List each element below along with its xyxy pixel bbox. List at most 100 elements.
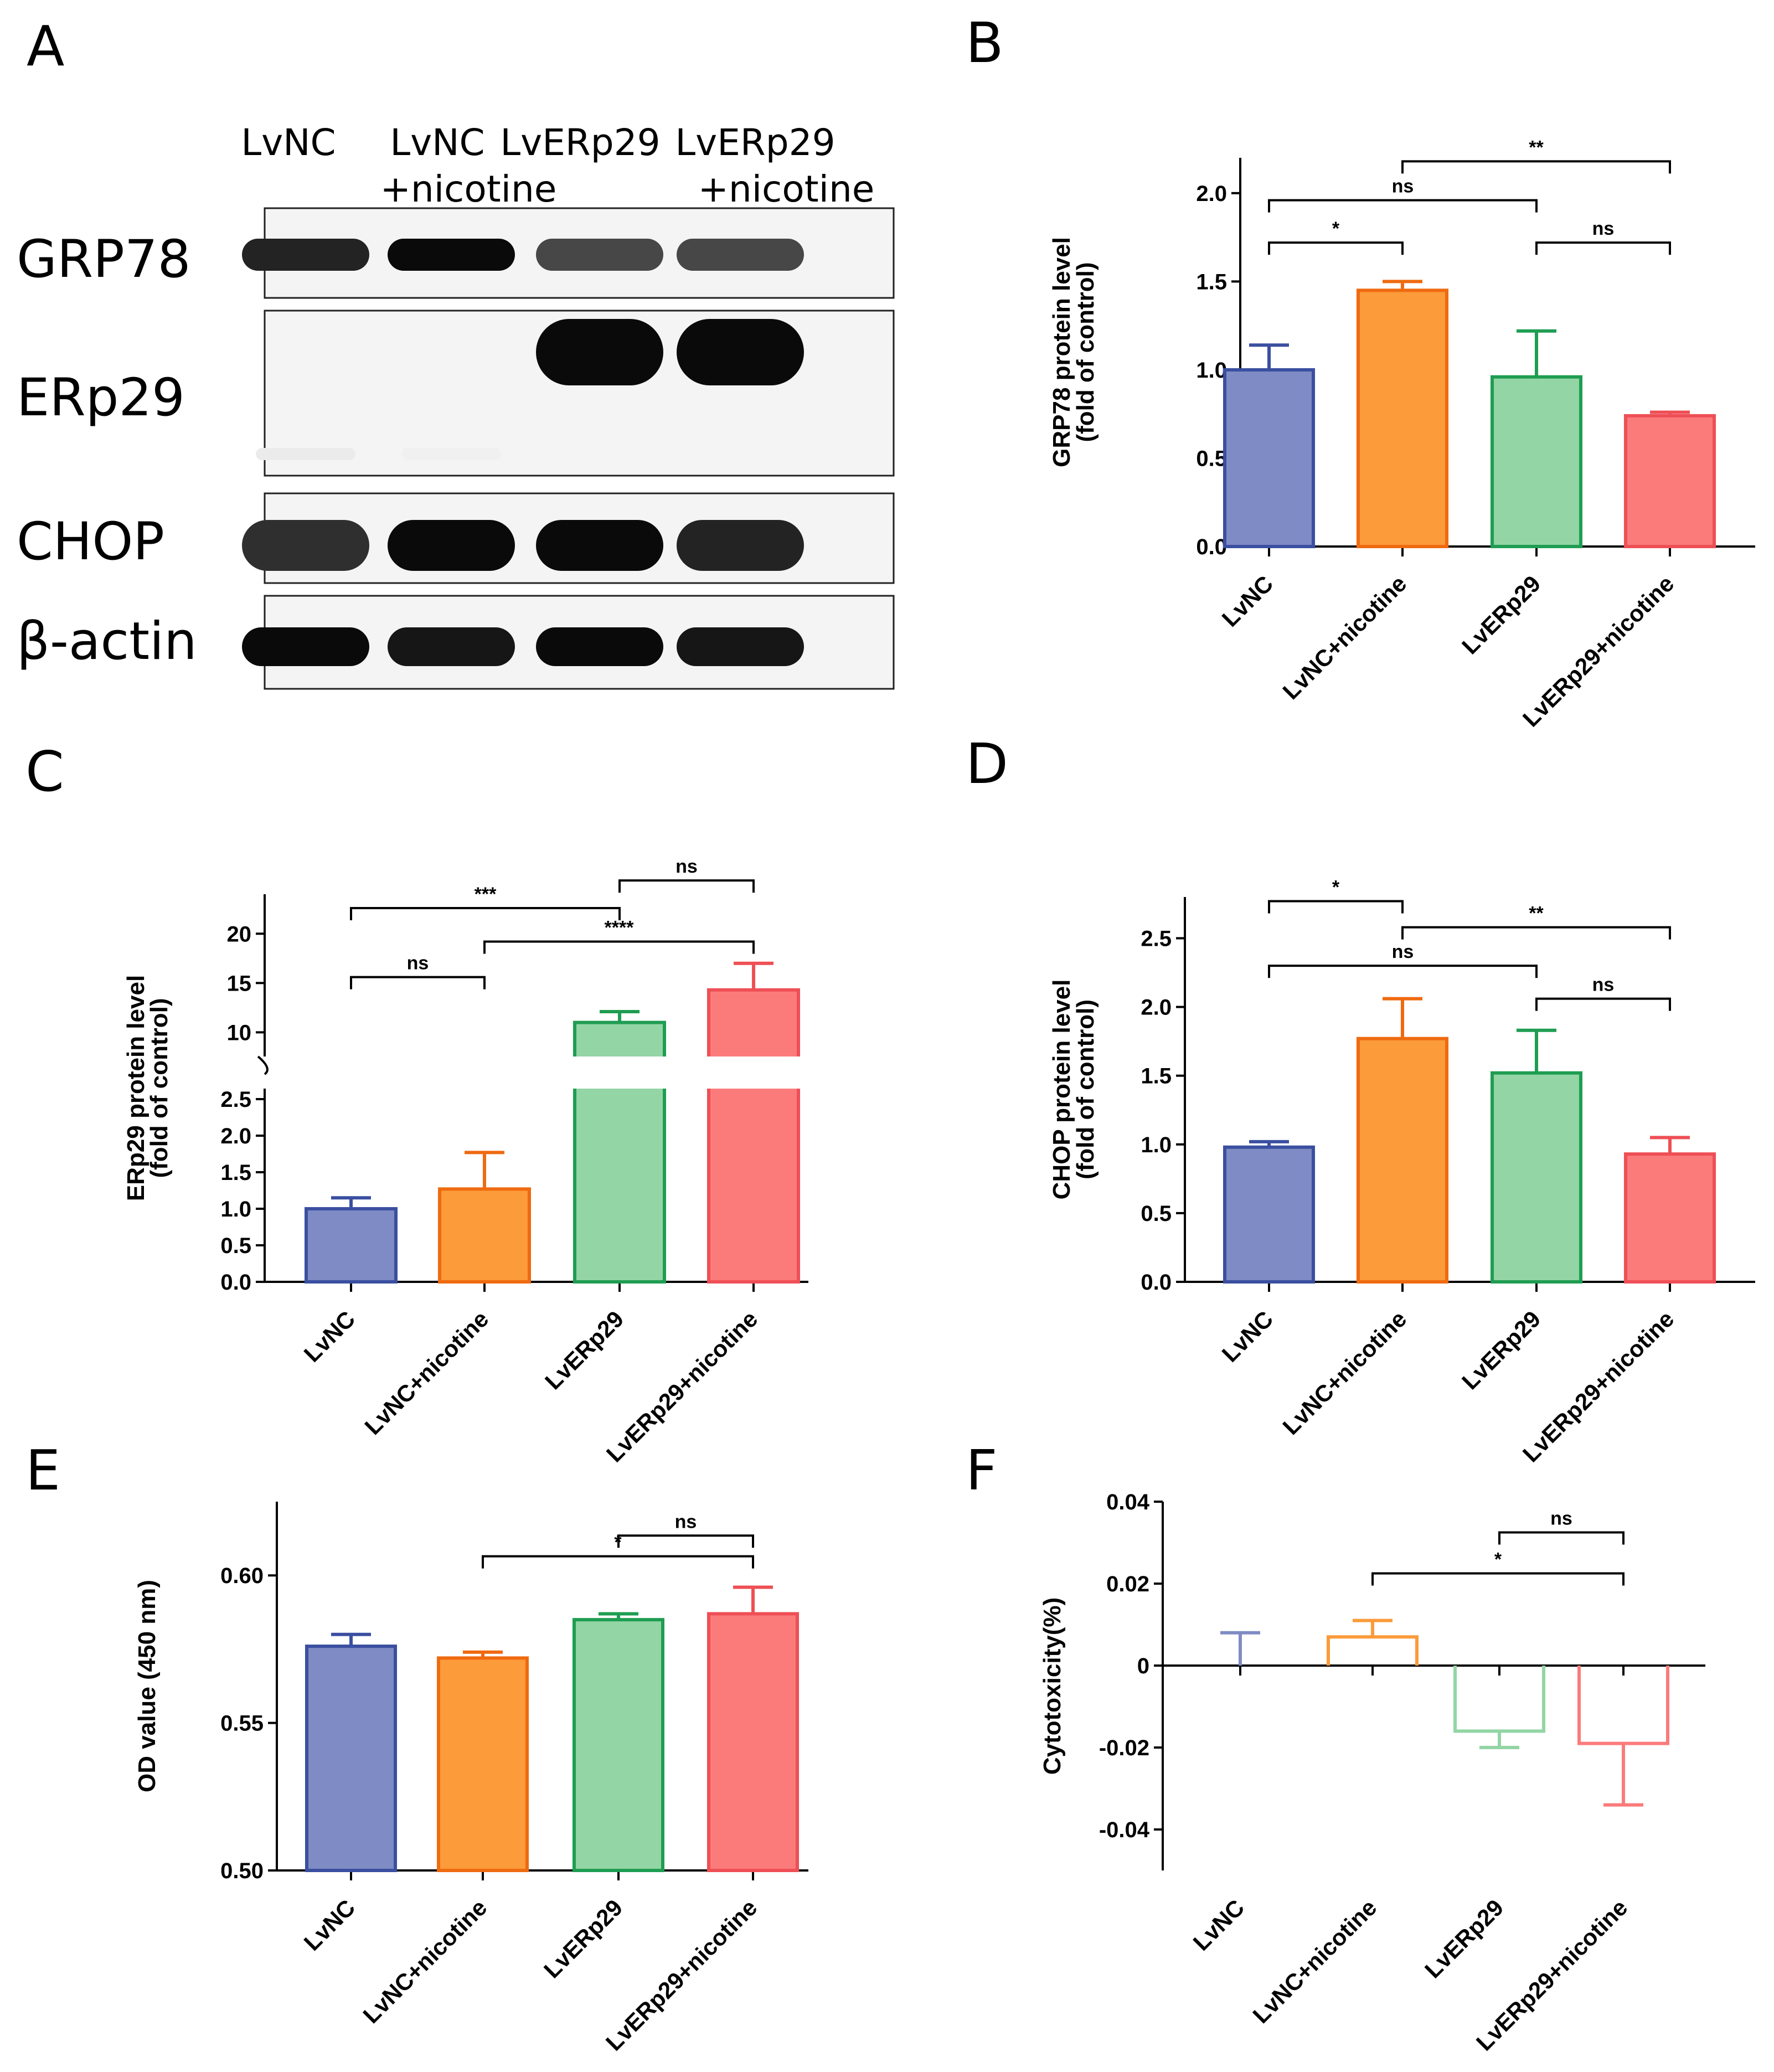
significance-bracket <box>350 906 621 920</box>
y-tick-label: 0.60 <box>220 1564 264 1588</box>
x-category-label: LvNC+nicotine <box>1277 1306 1411 1440</box>
bar <box>1327 1635 1419 1666</box>
x-category-label: LvNC+nicotine <box>1247 1894 1381 2028</box>
blot-band-3-1 <box>388 627 515 666</box>
bar <box>707 1612 799 1873</box>
blot-row-label-2: CHOP <box>17 512 164 572</box>
significance-bracket <box>1371 1572 1625 1586</box>
y-tick-label: 10 <box>227 1020 252 1045</box>
panel-label-f: F <box>966 1438 998 1503</box>
significance-bracket <box>617 1534 754 1548</box>
y-axis-label: Cytotoxicity(%) <box>1039 1597 1066 1775</box>
bar <box>1577 1666 1669 1745</box>
bar <box>305 1207 398 1284</box>
bar <box>707 988 800 1284</box>
significance-B: * ns ns ** <box>1268 137 1671 255</box>
x-category-label: LvERp29+nicotine <box>1518 570 1679 732</box>
y-tick-label: -0.02 <box>1099 1736 1149 1760</box>
bar <box>1491 375 1582 548</box>
significance-E: *ns <box>482 1511 754 1569</box>
bars-F <box>1220 1619 1669 1807</box>
x-category-label: LvNC+nicotine <box>359 1306 493 1440</box>
blot-band-2-2 <box>536 520 663 571</box>
significance-label: * <box>1332 877 1340 898</box>
blot-band-1-3 <box>677 319 804 385</box>
bars-C <box>305 961 801 1284</box>
blot-band-0-3 <box>677 239 804 271</box>
y-tick-label: 0.0 <box>220 1270 251 1295</box>
y-tick-label: 0.5 <box>220 1234 251 1258</box>
blot-band-2-0 <box>242 520 369 571</box>
significance-label: ns <box>407 953 429 974</box>
blot-band-0-2 <box>536 239 663 271</box>
panel-label-b: B <box>966 11 1004 75</box>
y-tick-label: 20 <box>227 922 252 946</box>
y-tick-label: 1.0 <box>220 1197 251 1221</box>
y-tick-label: 0.5 <box>1141 1202 1172 1226</box>
blot-band-2-1 <box>388 520 515 571</box>
bar <box>1223 1145 1315 1284</box>
axes-F: -0.04 -0.02 0 0.02 0.04 <box>1099 1490 1705 1870</box>
y-tick-label: 0 <box>1137 1654 1149 1678</box>
chart-D: D 0.0 0.5 1.0 1.5 2.0 2.5 CHOP protein level(fo… <box>966 731 1755 1467</box>
significance-label: ns <box>675 856 698 877</box>
significance-label: *** <box>475 884 497 905</box>
bar <box>1223 368 1315 549</box>
blot-band-3-3 <box>677 627 804 666</box>
blot-band-3-0 <box>242 627 369 666</box>
y-tick-label: 1.5 <box>220 1161 251 1185</box>
y-tick-label: 0.55 <box>220 1712 264 1736</box>
bar <box>1357 288 1448 548</box>
y-axis-label: CHOP protein level <box>1048 980 1075 1200</box>
significance-F: * ns <box>1371 1508 1625 1586</box>
bar <box>573 1618 664 1873</box>
y-tick-label: 2.0 <box>1141 996 1172 1020</box>
blot-band-0-0 <box>242 239 369 271</box>
bar <box>1624 1152 1716 1284</box>
bar <box>305 1645 397 1873</box>
x-category-label: LvNC <box>299 1306 360 1367</box>
significance-bracket <box>482 1555 754 1569</box>
significance-bracket <box>1401 160 1671 174</box>
significance-bracket <box>618 879 755 893</box>
x-category-label: LvNC+nicotine <box>358 1894 492 2028</box>
significance-bracket <box>1401 926 1671 940</box>
chart-E: E 0.50 0.55 0.60 OD value (450 nm) LvNCLvNC+n… <box>25 1438 808 2056</box>
blot-band-1-2 <box>536 319 663 385</box>
y-axis-label: OD value (450 nm) <box>133 1580 161 1792</box>
chart-B: B 0.0 0.5 1.0 1.5 2.0 GRP78 protein level(fold… <box>966 11 1755 732</box>
chart-F: F-0.04-0.0200.020.04Cytotoxicity(%)LvNCL… <box>966 1438 1705 2056</box>
bars-E <box>305 1585 799 1873</box>
significance-label: ns <box>1392 941 1414 962</box>
x-category-label: LvNC <box>1188 1894 1250 1956</box>
panel-label-c: C <box>25 739 64 804</box>
lane-label-3-line2: +nicotine <box>698 168 875 210</box>
axis-break-mark <box>257 1055 269 1075</box>
bar <box>1624 414 1716 549</box>
significance-bracket <box>483 940 755 954</box>
significance-C: ns*******ns <box>350 856 755 989</box>
significance-bracket <box>1268 199 1538 213</box>
blot-row-label-3: β-actin <box>17 611 197 672</box>
y-tick-label: 0.0 <box>1196 535 1227 559</box>
bar <box>437 1656 529 1873</box>
bar <box>438 1187 531 1284</box>
x-category-label: LvNC <box>299 1894 360 1956</box>
panel-label-a: A <box>27 14 64 79</box>
y-axis-label-line2: (fold of control) <box>146 998 173 1178</box>
significance-bracket <box>1535 241 1671 255</box>
significance-label: ns <box>1550 1508 1572 1529</box>
lane-label-2: LvERp29 <box>500 121 660 164</box>
bar <box>1491 1071 1582 1284</box>
significance-bracket <box>1268 900 1404 914</box>
significance-bracket <box>350 976 486 989</box>
blot-row-label-1: ERp29 <box>17 368 185 428</box>
y-tick-label: 0.02 <box>1106 1572 1149 1596</box>
y-tick-label: -0.04 <box>1099 1818 1150 1842</box>
y-tick-label: 0.50 <box>220 1859 264 1883</box>
x-category-label: LvERp29+nicotine <box>1518 1306 1679 1467</box>
significance-bracket <box>1535 997 1671 1011</box>
x-category-label: LvNC <box>1217 1306 1278 1367</box>
